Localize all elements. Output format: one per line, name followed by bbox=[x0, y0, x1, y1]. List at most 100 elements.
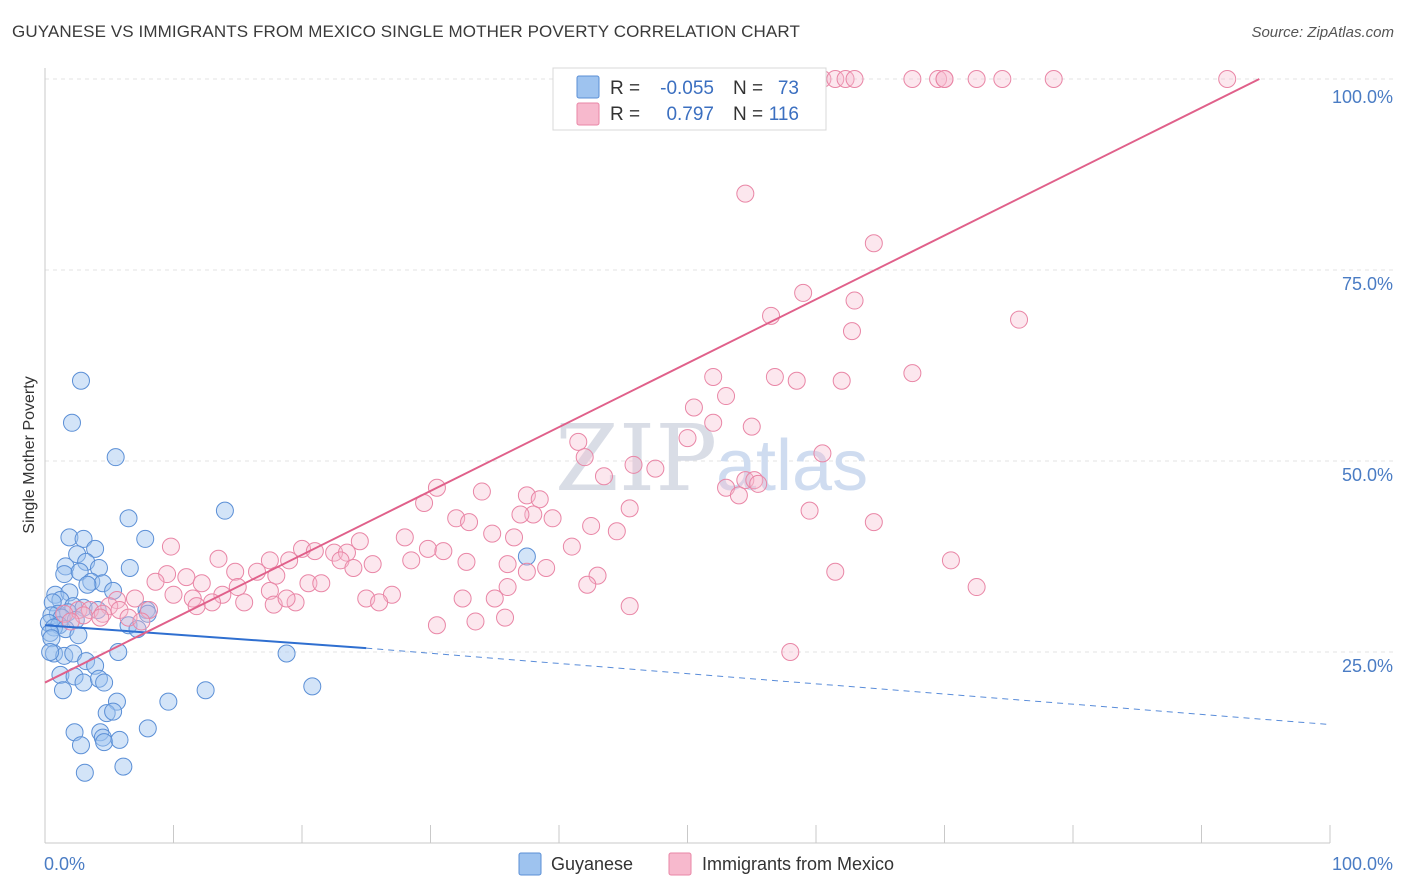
mexico-point-25 bbox=[749, 474, 768, 493]
mexico-point-6 bbox=[1010, 310, 1029, 329]
legend-swatch-guyanese bbox=[518, 852, 542, 876]
guyanese-point-2 bbox=[106, 448, 125, 467]
mexico-point-63 bbox=[588, 566, 607, 585]
guyanese-point-67 bbox=[110, 730, 129, 749]
guyanese-trend-extension bbox=[366, 647, 1331, 726]
guyanese-point-19 bbox=[104, 581, 123, 600]
mexico-point-60 bbox=[457, 552, 476, 571]
guyanese-point-58 bbox=[107, 692, 126, 711]
mexico-point-55 bbox=[209, 549, 228, 568]
mexico-point-39 bbox=[483, 524, 502, 543]
mexico-point-106 bbox=[620, 597, 639, 616]
watermark-zip: ZIP bbox=[555, 405, 717, 512]
mexico-point-83 bbox=[125, 589, 144, 608]
y-tick-label-3: 100.0% bbox=[1332, 87, 1393, 107]
stats-n-label-1: N = bbox=[733, 78, 763, 99]
guyanese-point-1 bbox=[62, 413, 81, 432]
guyanese-point-57 bbox=[303, 677, 322, 696]
mexico-point-108 bbox=[826, 562, 845, 581]
mexico-point-43 bbox=[350, 532, 369, 551]
mexico-point-40 bbox=[607, 522, 626, 541]
mexico-point-102 bbox=[277, 589, 296, 608]
guyanese-point-60 bbox=[97, 704, 116, 723]
mexico-point-76 bbox=[260, 581, 279, 600]
mexico-point-35 bbox=[543, 509, 562, 528]
x-tick-labels: 0.0% 100.0% bbox=[44, 854, 1393, 874]
guyanese-point-54 bbox=[95, 673, 114, 692]
chart-title: GUYANESE VS IMMIGRANTS FROM MEXICO SINGL… bbox=[12, 22, 800, 41]
mexico-point-86 bbox=[235, 593, 254, 612]
y-tick-label-2: 75.0% bbox=[1342, 274, 1393, 294]
stats-r-value-2: 0.797 bbox=[666, 104, 714, 125]
legend-label-guyanese: Guyanese bbox=[551, 854, 633, 874]
guyanese-point-18 bbox=[78, 575, 97, 594]
guyanese-point-56 bbox=[196, 681, 215, 700]
mexico-point-18 bbox=[575, 448, 594, 467]
mexico-point-109 bbox=[941, 551, 960, 570]
mexico-point-58 bbox=[363, 555, 382, 574]
stats-n-label-2: N = bbox=[733, 104, 763, 125]
legend: Guyanese Immigrants from Mexico bbox=[518, 852, 894, 876]
mexico-point-92 bbox=[110, 600, 129, 619]
mexico-point-68 bbox=[177, 568, 196, 587]
stats-r-value-1: -0.055 bbox=[660, 78, 714, 99]
y-tick-label-1: 50.0% bbox=[1342, 465, 1393, 485]
mexico-point-72 bbox=[312, 574, 331, 593]
mexico-point-46 bbox=[562, 537, 581, 556]
guyanese-point-13 bbox=[120, 558, 139, 577]
mexico-point-129 bbox=[1044, 70, 1063, 88]
mexico-point-12 bbox=[684, 398, 703, 417]
stats-n-value-1: 73 bbox=[778, 78, 799, 99]
stats-r-label-2: R = bbox=[610, 104, 640, 125]
mexico-point-37 bbox=[582, 516, 601, 535]
x-tick-label-0: 0.0% bbox=[44, 854, 85, 874]
guyanese-point-7 bbox=[74, 529, 93, 548]
mexico-point-114 bbox=[466, 612, 485, 631]
mexico-point-21 bbox=[594, 467, 613, 486]
mexico-point-62 bbox=[517, 562, 536, 581]
mexico-point-3 bbox=[845, 291, 864, 310]
mexico-point-38 bbox=[460, 513, 479, 532]
mexico-point-115 bbox=[800, 501, 819, 520]
mexico-point-97 bbox=[91, 608, 110, 627]
mexico-point-61 bbox=[537, 558, 556, 577]
mexico-point-42 bbox=[505, 528, 524, 547]
mexico-point-31 bbox=[524, 505, 543, 524]
mexico-point-99 bbox=[132, 612, 151, 631]
mexico-point-32 bbox=[620, 499, 639, 518]
mexico-point-7 bbox=[903, 364, 922, 383]
mexico-point-27 bbox=[472, 482, 491, 501]
mexico-point-71 bbox=[299, 574, 318, 593]
mexico-point-127 bbox=[967, 70, 986, 88]
mexico-point-105 bbox=[704, 367, 723, 386]
mexico-point-74 bbox=[498, 578, 517, 597]
mexico-points bbox=[55, 70, 1237, 661]
mexico-point-1 bbox=[864, 234, 883, 253]
guyanese-point-66 bbox=[95, 733, 114, 752]
mexico-point-112 bbox=[427, 616, 446, 635]
mexico-point-124 bbox=[903, 70, 922, 88]
mexico-point-73 bbox=[578, 575, 597, 594]
mexico-point-20 bbox=[646, 459, 665, 478]
axes bbox=[44, 68, 1331, 844]
guyanese-point-68 bbox=[71, 736, 90, 755]
mexico-point-2 bbox=[794, 283, 813, 302]
legend-swatch-mexico bbox=[668, 852, 692, 876]
mexico-point-9 bbox=[787, 371, 806, 390]
mexico-point-15 bbox=[569, 432, 588, 451]
mexico-point-29 bbox=[530, 490, 549, 509]
mexico-point-13 bbox=[704, 413, 723, 432]
mexico-point-130 bbox=[1218, 70, 1237, 88]
guyanese-point-62 bbox=[65, 723, 84, 742]
y-tick-labels: 25.0% 50.0% 75.0% 100.0% bbox=[1332, 87, 1393, 676]
mexico-point-17 bbox=[813, 444, 832, 463]
mexico-point-36 bbox=[864, 513, 883, 532]
mexico-point-70 bbox=[192, 574, 211, 593]
guyanese-trend-line bbox=[44, 624, 367, 650]
mexico-point-5 bbox=[842, 322, 861, 341]
mexico-point-128 bbox=[993, 70, 1012, 88]
guyanese-point-46 bbox=[41, 643, 60, 661]
guyanese-point-71 bbox=[517, 547, 536, 566]
mexico-point-123 bbox=[845, 70, 864, 88]
